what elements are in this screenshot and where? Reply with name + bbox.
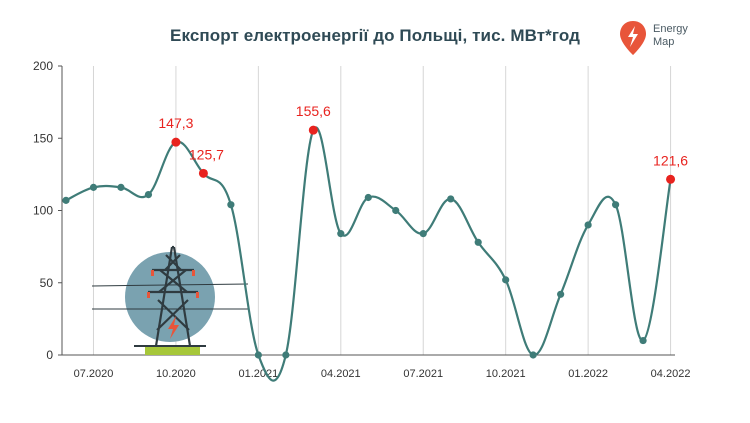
data-point (612, 201, 620, 209)
data-point (392, 206, 400, 215)
data-point (337, 230, 345, 238)
data-point (144, 191, 153, 199)
x-tick-label: 01.2021 (238, 368, 278, 380)
pylon-icon (148, 245, 198, 347)
x-tick-label: 04.2021 (321, 368, 361, 380)
data-point (364, 193, 372, 202)
data-point (419, 230, 427, 238)
data-points (62, 125, 676, 359)
y-tick-label: 200 (33, 59, 53, 73)
data-labels: 147,3 125,7 155,6 121,6 (158, 103, 688, 168)
power-pylon-illustration (91, 245, 249, 355)
data-point (227, 201, 235, 209)
insulator-marks (147, 270, 199, 298)
data-label: 125,7 (189, 146, 224, 162)
x-tick-label: 07.2021 (403, 368, 443, 380)
y-tick-label: 100 (33, 204, 53, 218)
data-point (447, 195, 455, 203)
x-tick-label: 10.2020 (156, 368, 196, 380)
power-wire (91, 283, 249, 287)
data-point (117, 183, 125, 191)
pylon-base (145, 346, 200, 355)
y-tick-label: 50 (40, 276, 54, 290)
highlighted-data-point (198, 168, 208, 178)
data-point (254, 351, 262, 359)
highlighted-data-point (666, 174, 676, 184)
x-tick-label: 01.2022 (568, 368, 608, 380)
lightning-icon (168, 316, 179, 339)
x-tick-label: 07.2020 (74, 368, 114, 380)
logo-line-2: Map (653, 36, 675, 48)
data-point (89, 183, 98, 191)
y-tick-label: 150 (33, 131, 53, 145)
data-point (62, 196, 70, 204)
highlighted-data-point (308, 125, 318, 135)
highlighted-data-point (171, 137, 181, 147)
grid (92, 66, 672, 355)
chart-title: Експорт електроенергії до Польщі, тис. М… (170, 26, 580, 45)
lightning-pin-icon (620, 21, 646, 55)
data-point (639, 336, 647, 345)
data-point (282, 351, 290, 359)
energy-map-logo: Energy Map (618, 20, 728, 56)
data-point (584, 221, 592, 229)
data-point (474, 238, 482, 246)
data-label: 147,3 (158, 115, 193, 131)
axes: 07.2020 10.2020 01.2021 04.2021 07.2021 10.20… (33, 59, 690, 380)
data-point (502, 276, 510, 284)
data-point (557, 290, 565, 298)
data-label: 121,6 (653, 152, 688, 168)
data-label: 155,6 (296, 103, 331, 119)
logo-text: Energy Map (653, 23, 688, 49)
logo-line-1: Energy (653, 23, 688, 35)
data-point (529, 351, 537, 359)
x-tick-label: 04.2022 (651, 368, 691, 380)
y-tick-label: 0 (46, 348, 53, 362)
x-tick-label: 10.2021 (486, 368, 526, 380)
